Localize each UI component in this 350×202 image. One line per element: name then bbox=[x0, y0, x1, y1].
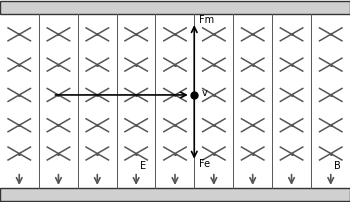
Text: Fe: Fe bbox=[199, 159, 211, 169]
Text: v: v bbox=[201, 88, 207, 98]
Text: B: B bbox=[334, 161, 341, 171]
FancyBboxPatch shape bbox=[0, 1, 350, 14]
Text: Fm: Fm bbox=[199, 15, 215, 25]
Text: E: E bbox=[140, 161, 146, 171]
FancyBboxPatch shape bbox=[0, 188, 350, 201]
